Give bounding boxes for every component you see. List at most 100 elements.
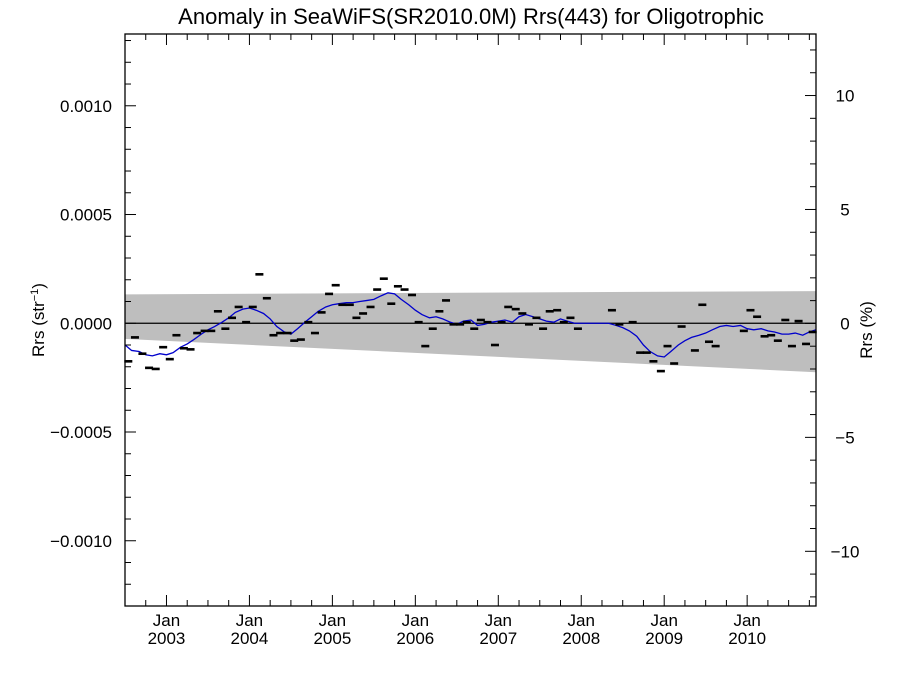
data-point — [276, 331, 285, 335]
data-point — [545, 310, 554, 313]
x-tick-label-month: Jan — [153, 611, 180, 630]
data-point — [304, 320, 313, 324]
y2-tick-label: 0 — [840, 314, 849, 333]
data-point — [325, 292, 334, 296]
data-point — [636, 351, 645, 354]
data-point — [387, 302, 396, 305]
y-tick-label: −0.0005 — [50, 423, 112, 442]
x-axis: Jan2003Jan2004Jan2005Jan2006Jan2007Jan20… — [124, 34, 810, 648]
data-point — [331, 283, 340, 287]
data-point — [248, 305, 257, 309]
data-point — [511, 307, 520, 311]
data-point — [490, 343, 499, 347]
data-point — [539, 327, 548, 330]
data-point — [421, 344, 430, 348]
data-point — [359, 312, 368, 315]
data-point — [518, 312, 527, 315]
right-y-axis: 10 5 0 −5 −10 — [805, 49, 860, 598]
data-point — [290, 339, 299, 342]
data-point — [200, 329, 209, 333]
data-point — [711, 344, 720, 348]
data-point — [753, 315, 762, 319]
data-point — [172, 333, 181, 337]
data-point — [615, 323, 624, 326]
data-point — [607, 308, 616, 312]
data-point — [456, 323, 465, 326]
x-tick-label-month: Jan — [568, 611, 595, 630]
data-point — [262, 296, 271, 300]
data-point — [130, 336, 139, 339]
y2-tick-label: −10 — [831, 542, 860, 561]
data-point — [124, 360, 133, 363]
x-tick-label-year: 2006 — [396, 629, 434, 648]
data-point — [553, 308, 562, 312]
x-tick-label-year: 2007 — [479, 629, 517, 648]
data-point — [345, 303, 354, 307]
data-point — [649, 360, 658, 363]
data-point — [213, 310, 222, 313]
y2-tick-label: 5 — [840, 200, 849, 219]
data-point — [145, 366, 154, 370]
x-tick-label-month: Jan — [319, 611, 346, 630]
data-point — [207, 329, 216, 333]
data-point — [186, 348, 195, 351]
data-point — [408, 293, 417, 297]
data-point — [767, 333, 776, 337]
x-tick-label-month: Jan — [485, 611, 512, 630]
chart-title: Anomaly in SeaWiFS(SR2010.0M) Rrs(443) f… — [178, 4, 764, 29]
data-point — [781, 318, 790, 322]
data-point — [234, 305, 243, 309]
data-point — [504, 305, 513, 309]
data-point — [151, 367, 160, 371]
plot-area — [124, 273, 817, 373]
data-point — [802, 342, 811, 346]
data-point — [698, 303, 707, 307]
data-point — [193, 331, 202, 335]
x-tick-label-year: 2005 — [313, 629, 351, 648]
data-point — [476, 318, 485, 322]
right-y-axis-label: Rrs (%) — [857, 301, 876, 359]
data-point — [296, 338, 305, 341]
data-point — [159, 345, 168, 349]
data-point — [442, 299, 451, 302]
data-point — [310, 331, 319, 335]
y2-tick-label: 10 — [836, 87, 855, 106]
y-tick-label: 0.0005 — [60, 206, 112, 225]
monthly-points — [124, 273, 817, 373]
data-point — [566, 316, 575, 320]
x-tick-label-year: 2008 — [562, 629, 600, 648]
data-point — [559, 320, 568, 324]
data-point — [138, 352, 147, 356]
data-point — [760, 335, 769, 338]
data-point — [704, 340, 713, 344]
data-point — [435, 310, 444, 313]
data-point — [449, 323, 458, 326]
data-point — [690, 349, 699, 352]
y-tick-label: −0.0010 — [50, 532, 112, 551]
uncertainty-band — [125, 291, 816, 373]
data-point — [497, 320, 506, 324]
data-point — [794, 319, 803, 323]
data-point — [573, 327, 582, 330]
left-y-axis-label: Rrs (str−1) — [29, 283, 48, 357]
data-point — [393, 284, 402, 288]
data-point — [532, 316, 541, 320]
data-point — [269, 333, 278, 337]
data-point — [746, 308, 755, 312]
data-point — [283, 331, 292, 335]
data-point — [338, 303, 347, 307]
data-point — [366, 305, 375, 309]
x-tick-label-month: Jan — [650, 611, 677, 630]
x-tick-label-month: Jan — [236, 611, 263, 630]
data-point — [414, 320, 423, 324]
y2-tick-label: −5 — [835, 428, 854, 447]
data-point — [179, 346, 188, 350]
data-point — [677, 325, 686, 328]
data-point — [462, 320, 471, 324]
y-tick-label: 0.0000 — [60, 314, 112, 333]
data-point — [221, 327, 230, 330]
data-point — [255, 273, 264, 276]
data-point — [642, 351, 651, 354]
data-point — [228, 316, 237, 320]
